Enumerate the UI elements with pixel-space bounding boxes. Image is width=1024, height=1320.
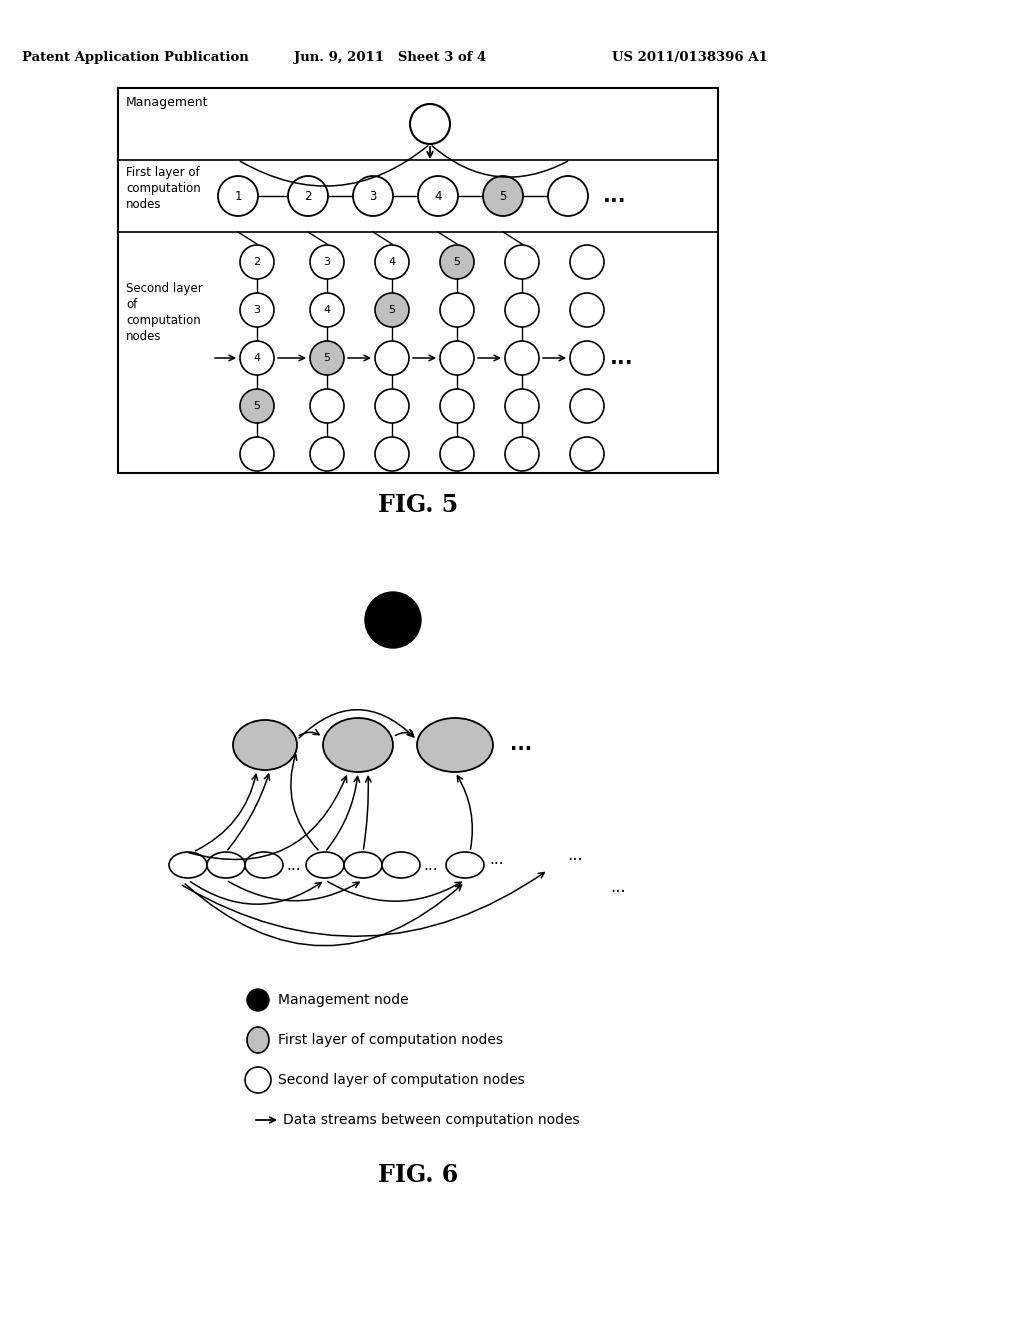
Circle shape	[375, 293, 409, 327]
Circle shape	[247, 989, 269, 1011]
Text: 5: 5	[500, 190, 507, 202]
Text: 3: 3	[254, 305, 260, 315]
Circle shape	[570, 341, 604, 375]
Circle shape	[218, 176, 258, 216]
Circle shape	[570, 389, 604, 422]
Circle shape	[505, 437, 539, 471]
Ellipse shape	[344, 851, 382, 878]
Bar	[118, 88, 718, 473]
Text: 4: 4	[388, 257, 395, 267]
Circle shape	[440, 437, 474, 471]
Text: ...: ...	[567, 846, 583, 865]
Ellipse shape	[306, 851, 344, 878]
Text: Data streams between computation nodes: Data streams between computation nodes	[283, 1113, 580, 1127]
Text: ...: ...	[610, 878, 626, 896]
Text: 5: 5	[254, 401, 260, 411]
Text: Management node: Management node	[278, 993, 409, 1007]
Circle shape	[440, 341, 474, 375]
Text: FIG. 5: FIG. 5	[378, 492, 458, 517]
Circle shape	[375, 437, 409, 471]
Text: Patent Application Publication: Patent Application Publication	[22, 51, 249, 65]
Ellipse shape	[245, 851, 283, 878]
Circle shape	[505, 293, 539, 327]
Text: First layer of computation nodes: First layer of computation nodes	[278, 1034, 503, 1047]
Ellipse shape	[382, 851, 420, 878]
Text: Management: Management	[126, 96, 209, 110]
Circle shape	[375, 246, 409, 279]
Circle shape	[570, 246, 604, 279]
Text: 3: 3	[324, 257, 331, 267]
Circle shape	[240, 293, 274, 327]
Circle shape	[310, 293, 344, 327]
Text: 2: 2	[304, 190, 311, 202]
Text: ...: ...	[603, 186, 627, 206]
Ellipse shape	[169, 851, 207, 878]
Circle shape	[505, 341, 539, 375]
Text: 2: 2	[253, 257, 260, 267]
Text: 4: 4	[253, 352, 260, 363]
Circle shape	[240, 246, 274, 279]
Text: 1: 1	[234, 190, 242, 202]
Circle shape	[505, 246, 539, 279]
Circle shape	[240, 341, 274, 375]
Ellipse shape	[323, 718, 393, 772]
Ellipse shape	[417, 718, 493, 772]
Text: ...: ...	[489, 853, 504, 867]
Text: ...: ...	[610, 348, 634, 368]
Circle shape	[365, 591, 421, 648]
Circle shape	[483, 176, 523, 216]
Circle shape	[410, 104, 450, 144]
Text: FIG. 6: FIG. 6	[378, 1163, 458, 1187]
Text: Second layer of computation nodes: Second layer of computation nodes	[278, 1073, 524, 1086]
Circle shape	[310, 341, 344, 375]
Circle shape	[570, 293, 604, 327]
Text: ...: ...	[510, 735, 532, 755]
Circle shape	[375, 389, 409, 422]
Text: US 2011/0138396 A1: US 2011/0138396 A1	[612, 51, 768, 65]
Text: 3: 3	[370, 190, 377, 202]
Circle shape	[353, 176, 393, 216]
Text: ...: ...	[423, 858, 437, 873]
Text: 5: 5	[324, 352, 331, 363]
Circle shape	[310, 437, 344, 471]
Text: 5: 5	[388, 305, 395, 315]
Circle shape	[505, 389, 539, 422]
Ellipse shape	[446, 851, 484, 878]
Text: 5: 5	[454, 257, 461, 267]
Text: 4: 4	[434, 190, 441, 202]
Text: 4: 4	[324, 305, 331, 315]
Circle shape	[310, 246, 344, 279]
Circle shape	[440, 293, 474, 327]
Ellipse shape	[247, 1027, 269, 1053]
Circle shape	[548, 176, 588, 216]
Text: Second layer
of
computation
nodes: Second layer of computation nodes	[126, 282, 203, 343]
Circle shape	[570, 437, 604, 471]
Circle shape	[440, 389, 474, 422]
Text: Jun. 9, 2011   Sheet 3 of 4: Jun. 9, 2011 Sheet 3 of 4	[294, 51, 486, 65]
Circle shape	[240, 389, 274, 422]
Ellipse shape	[207, 851, 245, 878]
Circle shape	[375, 341, 409, 375]
Circle shape	[288, 176, 328, 216]
Circle shape	[440, 246, 474, 279]
Text: ...: ...	[286, 858, 301, 873]
Circle shape	[418, 176, 458, 216]
Circle shape	[310, 389, 344, 422]
Circle shape	[240, 437, 274, 471]
Circle shape	[245, 1067, 271, 1093]
Ellipse shape	[233, 719, 297, 770]
Text: First layer of
computation
nodes: First layer of computation nodes	[126, 166, 201, 211]
